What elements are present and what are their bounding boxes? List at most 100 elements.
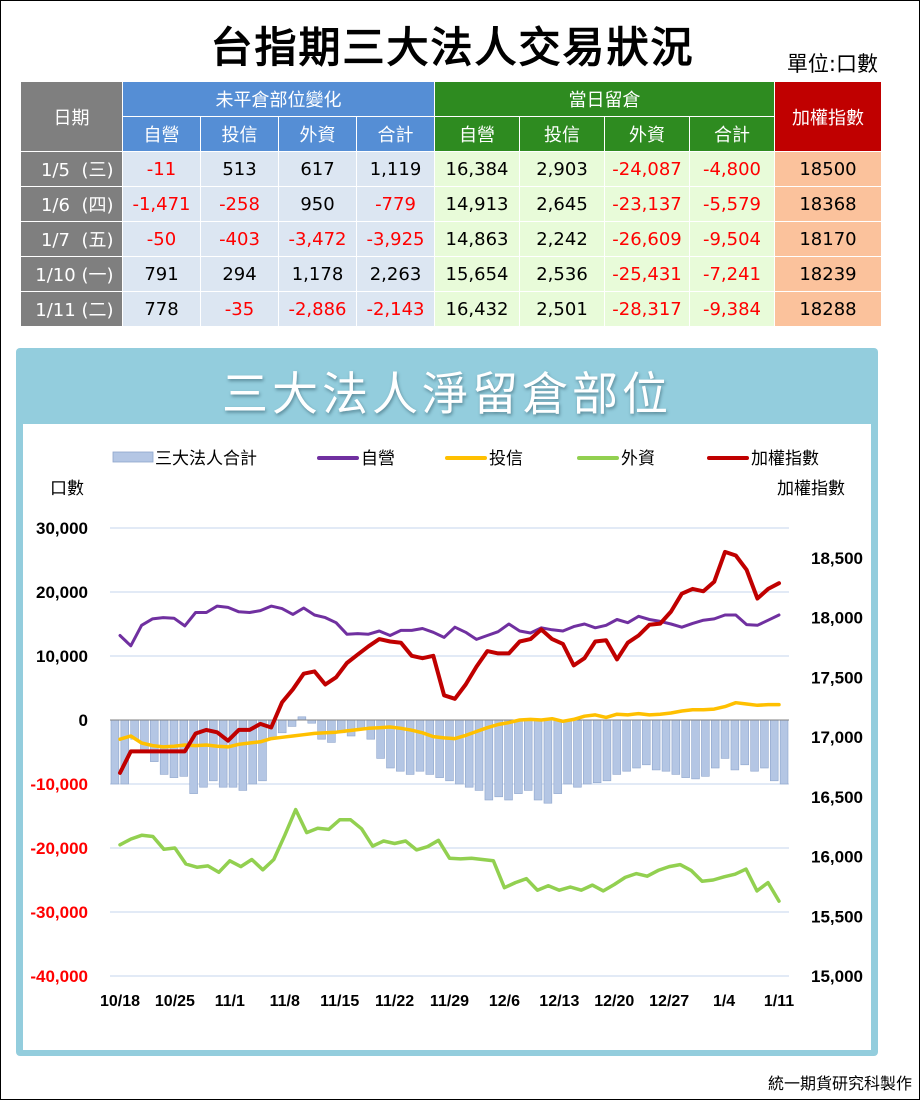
date-value: 1/6 — [40, 195, 70, 216]
x-tick-label: 10/25 — [155, 993, 195, 1010]
legend-item-dealer: 自營 — [361, 449, 395, 468]
bar-total — [189, 719, 198, 794]
position-dealer-cell: 16,432 — [434, 291, 520, 327]
bar-total — [277, 719, 287, 734]
bar-total — [740, 719, 749, 766]
y-left-tick-label: 20,000 — [36, 583, 88, 602]
table-row: 1/6 (四) -1,471 -258 950 -779 14,913 2,645 -23,13… — [20, 186, 882, 222]
bar-total — [425, 719, 435, 775]
bar-total — [612, 719, 622, 775]
bar-total — [583, 719, 592, 785]
bar-total — [435, 719, 444, 778]
position-trust-cell: 2,903 — [519, 151, 605, 187]
date-value: 1/5 — [40, 160, 70, 181]
x-tick-label: 11/8 — [270, 993, 300, 1010]
x-tick-label: 11/22 — [375, 993, 414, 1010]
table-row: 1/5 (三) -11 513 617 1,119 16,384 2,903 -24,087 -4… — [20, 151, 882, 187]
x-tick-label: 12/20 — [594, 993, 634, 1010]
bar-total — [602, 719, 612, 782]
change-total-cell: -3,925 — [356, 221, 435, 257]
bar-total — [701, 719, 710, 777]
bar-total — [632, 719, 641, 769]
bar-total — [120, 719, 129, 785]
bar-total — [779, 719, 789, 785]
index-cell: 18170 — [774, 221, 882, 257]
date-value: 1/10 — [35, 265, 76, 286]
sub-header-foreign: 外資 — [278, 116, 357, 152]
x-tick-label: 11/29 — [430, 993, 469, 1010]
position-dealer-cell: 14,913 — [434, 186, 520, 222]
bar-total — [445, 719, 454, 782]
credit-text: 統一期貨研究科製作 — [767, 1074, 912, 1093]
date-cell: 1/11 (二) — [20, 291, 123, 327]
bar-total — [553, 719, 562, 794]
legend-item-total: 三大法人合計 — [155, 449, 257, 468]
change-dealer-cell: -1,471 — [122, 186, 201, 222]
position-foreign-cell: -26,609 — [604, 221, 690, 257]
bar-total — [317, 719, 326, 740]
bar-total — [691, 719, 700, 780]
position-trust-cell: 2,501 — [519, 291, 605, 327]
position-total-cell: -5,579 — [689, 186, 775, 222]
change-dealer-cell: 778 — [122, 291, 201, 327]
bar-total — [533, 719, 543, 801]
position-foreign-cell: -23,137 — [604, 186, 690, 222]
change-dealer-cell: -11 — [122, 151, 201, 187]
bar-total — [750, 719, 759, 772]
y-right-tick-label: 17,500 — [811, 668, 863, 687]
change-foreign-cell: 950 — [278, 186, 357, 222]
chart-plot-area: 30,000 20,000 10,000 0 -10,000 -20,000 -30,000… — [23, 424, 871, 1050]
x-tick-label: 1/4 — [713, 993, 735, 1010]
page-title: 台指期三大法人交易狀況 — [210, 23, 695, 72]
bar-total — [573, 719, 582, 788]
y-right-tick-label: 18,000 — [811, 609, 863, 628]
sub-header-total: 合計 — [689, 116, 775, 152]
bar-total — [346, 719, 356, 737]
bar-total — [592, 719, 602, 784]
change-total-cell: 2,263 — [356, 256, 435, 292]
institutional-trading-table: 日期 未平倉部位變化 當日留倉 加權指數 自營 投信 外資 合計 自營 投信 外… — [20, 81, 882, 327]
line-trust — [118, 700, 781, 749]
y-right-axis-title: 加權指數 — [777, 479, 845, 498]
weekday-value: (四) — [81, 195, 114, 216]
bar-total — [622, 719, 631, 772]
line-dealer — [118, 604, 781, 648]
change-foreign-cell: 1,178 — [278, 256, 357, 292]
bar-total — [563, 719, 572, 785]
table-row: 1/10 (一) 791 294 1,178 2,263 15,654 2,536 -25,43… — [20, 256, 882, 292]
legend-item-foreign: 外資 — [621, 449, 655, 468]
index-cell: 18239 — [774, 256, 882, 292]
y-left-tick-label: -10,000 — [30, 775, 88, 794]
change-foreign-cell: 617 — [278, 151, 357, 187]
date-value: 1/7 — [40, 230, 70, 251]
date-cell: 1/7 (五) — [20, 221, 123, 257]
weekday-value: (三) — [81, 160, 114, 181]
index-cell: 18288 — [774, 291, 882, 327]
sub-header-trust: 投信 — [200, 116, 279, 152]
bar-total — [524, 719, 533, 791]
sub-header-trust: 投信 — [519, 116, 605, 152]
position-dealer-cell: 16,384 — [434, 151, 520, 187]
change-trust-cell: 513 — [200, 151, 279, 187]
bar-total — [464, 719, 474, 788]
y-right-tick-label: 18,500 — [811, 549, 863, 568]
change-trust-cell: -258 — [200, 186, 279, 222]
change-trust-cell: 294 — [200, 256, 279, 292]
index-cell: 18500 — [774, 151, 882, 187]
change-foreign-cell: -3,472 — [278, 221, 357, 257]
weekday-value: (一) — [81, 265, 114, 286]
change-trust-cell: -35 — [200, 291, 279, 327]
x-tick-label: 10/18 — [100, 993, 140, 1010]
bar-total — [543, 719, 553, 804]
table-row: 1/7 (五) -50 -403 -3,472 -3,925 14,863 2,242 -26,… — [20, 221, 882, 257]
sub-header-dealer: 自營 — [434, 116, 520, 152]
sub-header-dealer: 自營 — [122, 116, 201, 152]
position-foreign-cell: -28,317 — [604, 291, 690, 327]
y-right-tick-label: 16,000 — [811, 848, 863, 867]
change-dealer-cell: 791 — [122, 256, 201, 292]
bar-total — [661, 719, 671, 772]
y-left-tick-label: 0 — [79, 711, 88, 730]
y-right-tick-label: 16,500 — [811, 788, 863, 807]
bar-total — [720, 719, 730, 759]
sub-header-foreign: 外資 — [604, 116, 690, 152]
